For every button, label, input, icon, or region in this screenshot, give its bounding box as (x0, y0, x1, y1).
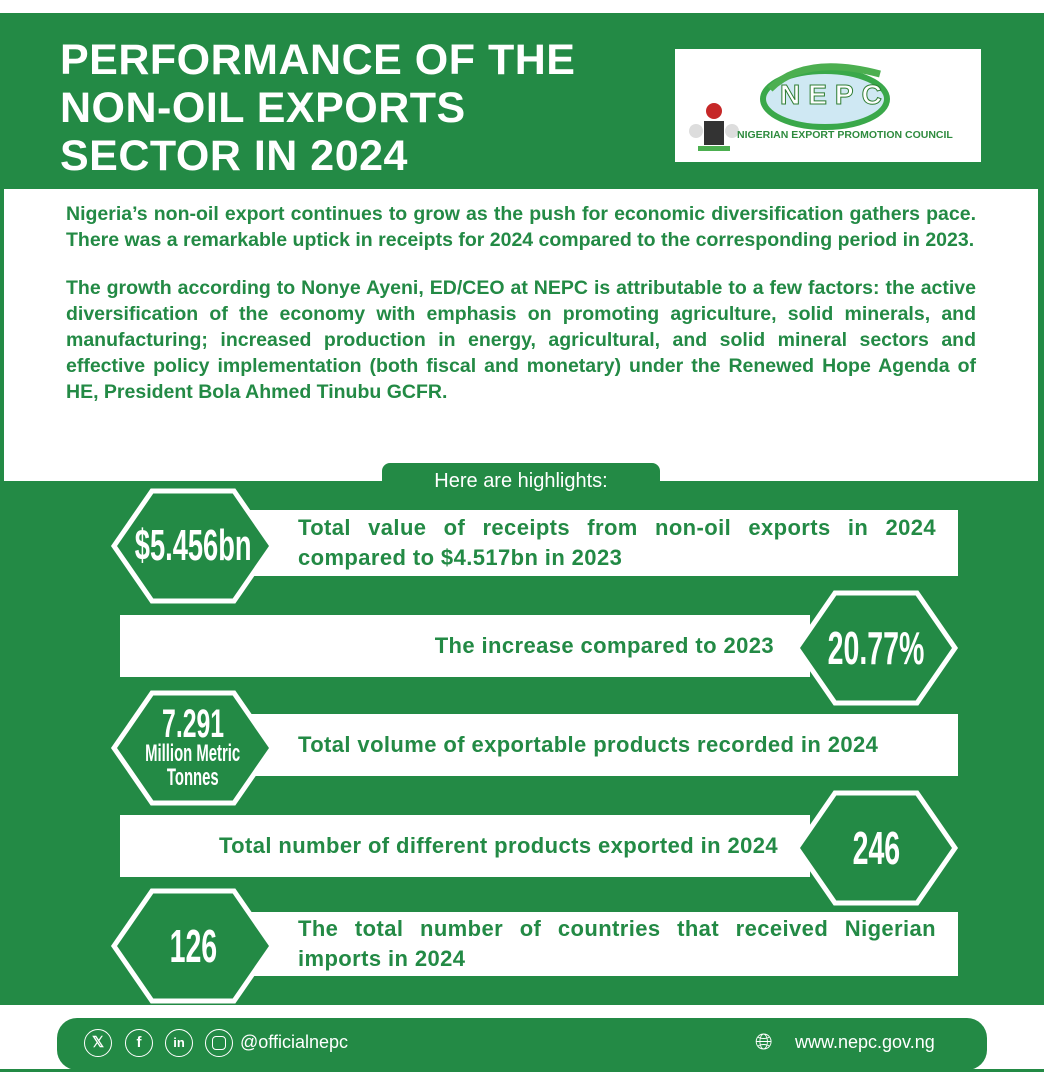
page-title: PERFORMANCE OF THE NON-OIL EXPORTS SECTO… (60, 36, 575, 180)
highlight-text: The total number of countries that recei… (298, 916, 936, 971)
nepc-globe-icon (689, 63, 890, 151)
nepc-logo: NEPC NIGERIAN EXPORT PROMOTION COUNCIL (675, 49, 981, 162)
highlight-bar: The total number of countries that recei… (230, 912, 958, 976)
highlight-bar: Total volume of exportable products reco… (230, 714, 958, 776)
intro-paragraph: Nigeria’s non-oil export continues to gr… (66, 203, 976, 251)
title-line: SECTOR IN 2024 (60, 132, 408, 180)
highlight-text: The increase compared to 2023 (434, 633, 774, 658)
highlight-hexagon: 126 (110, 888, 276, 1004)
highlight-value: $5.456bn (134, 521, 252, 570)
linkedin-icon[interactable]: in (165, 1029, 193, 1057)
highlight-value: 20.77% (827, 622, 925, 674)
highlight-value: 7.291 (161, 702, 225, 746)
coat-of-arms-icon (689, 103, 739, 151)
highlight-bar: The increase compared to 2023 (120, 615, 810, 677)
highlight-value: 246 (852, 822, 900, 874)
globe-search-icon: 🌐︎ (755, 1029, 773, 1054)
website-link[interactable]: www.nepc.gov.ng (795, 1032, 935, 1052)
logo-text: NEPC (780, 79, 890, 111)
highlight-hexagon: 20.77% (793, 590, 959, 706)
bottom-border (0, 1069, 1044, 1072)
highlight-hexagon: 7.291 Million Metric Tonnes (110, 690, 276, 806)
title-line: PERFORMANCE OF THE (60, 36, 576, 84)
highlight-unit: Tonnes (167, 764, 219, 791)
highlight-text: Total volume of exportable products reco… (298, 732, 879, 757)
highlight-bar: Total number of different products expor… (120, 815, 810, 877)
highlight-text: Total number of different products expor… (218, 833, 778, 858)
x-icon[interactable]: 𝕏 (84, 1029, 112, 1057)
social-handle[interactable]: @officialnepc (240, 1032, 348, 1052)
logo-subtitle: NIGERIAN EXPORT PROMOTION COUNCIL (737, 129, 953, 141)
footer: 𝕏 f in @officialnepc 🌐︎ www.nepc.gov.ng (57, 1018, 987, 1070)
facebook-icon[interactable]: f (125, 1029, 153, 1057)
highlight-text: Total value of receipts from non-oil exp… (298, 515, 936, 570)
highlight-value: 126 (169, 920, 217, 972)
intro-paragraph: The growth according to Nonye Ayeni, ED/… (66, 277, 976, 403)
highlights-heading: Here are highlights: (382, 463, 660, 497)
highlight-hexagon: $5.456bn (110, 488, 276, 604)
highlight-hexagon: 246 (793, 790, 959, 906)
instagram-icon[interactable] (205, 1029, 233, 1057)
highlight-unit: Million Metric (145, 740, 241, 767)
intro-section: Nigeria’s non-oil export continues to gr… (4, 189, 1038, 481)
title-line: NON-OIL EXPORTS (60, 84, 466, 132)
highlight-bar: Total value of receipts from non-oil exp… (230, 510, 958, 576)
